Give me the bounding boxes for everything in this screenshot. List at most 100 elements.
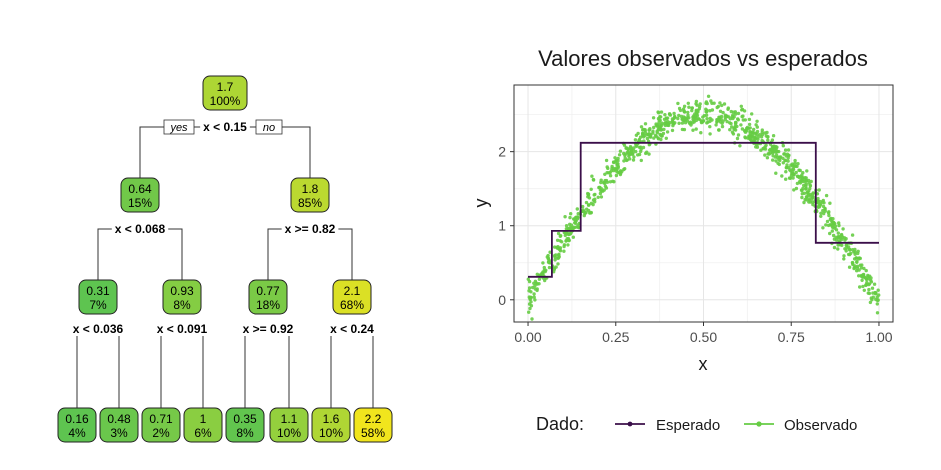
observed-point [855, 260, 859, 264]
observed-point [764, 143, 768, 147]
observed-point [672, 111, 676, 116]
observed-point [795, 181, 800, 186]
observed-point [838, 243, 842, 247]
tree-node-value: 1.7 [217, 80, 234, 94]
observed-point [712, 101, 716, 105]
observed-point [754, 145, 758, 149]
split-label-bg [200, 119, 250, 134]
observed-point [575, 217, 580, 221]
observed-point [587, 203, 591, 207]
observed-point [599, 195, 604, 199]
observed-point [740, 114, 744, 119]
observed-point [800, 173, 804, 177]
observed-point [581, 208, 585, 212]
observed-point [564, 239, 568, 243]
tree-node-n3: 1.885% [290, 177, 330, 213]
observed-point [748, 137, 752, 142]
observed-point [783, 148, 788, 152]
observed-point [614, 173, 619, 178]
split-label-n5: x < 0.091 [157, 322, 208, 336]
observed-point [581, 204, 585, 209]
tree-node-box [57, 407, 97, 443]
observed-point [870, 286, 875, 290]
observed-point [613, 156, 617, 160]
tree-node-pct: 7% [89, 298, 107, 312]
observed-point [655, 131, 659, 135]
observed-point [571, 235, 575, 239]
observed-point [563, 215, 567, 219]
observed-point [629, 147, 633, 151]
yes-text: yes [169, 122, 188, 134]
observed-point [731, 110, 736, 114]
observed-point [786, 154, 791, 158]
observed-point [698, 104, 702, 109]
observed-point [545, 255, 549, 259]
observed-point [600, 189, 604, 193]
tree-node-box [311, 407, 351, 443]
tree-node-value: 0.77 [256, 284, 280, 298]
legend-key-observado [744, 421, 774, 427]
observed-point [651, 116, 656, 120]
observed-point [660, 123, 664, 127]
observed-point [653, 133, 658, 138]
observed-point [701, 115, 705, 119]
observed-point [821, 204, 826, 209]
observed-point [666, 122, 670, 126]
observed-point [800, 195, 804, 200]
observed-point [677, 106, 682, 111]
observed-point [616, 170, 620, 175]
observed-point [575, 207, 579, 211]
observed-point [532, 295, 536, 299]
observed-point [752, 127, 756, 132]
observed-point [591, 177, 596, 182]
observed-point [616, 166, 620, 170]
observed-point [677, 113, 681, 118]
tree-node-pct: 8% [236, 426, 254, 440]
observed-point [616, 156, 620, 161]
observed-point [718, 101, 722, 105]
observed-point [676, 101, 680, 106]
tree-node-value: 0.48 [107, 412, 131, 426]
tree-node-value: 1.1 [281, 412, 298, 426]
yes-label: yes [163, 119, 195, 135]
tree-node-value: 1 [200, 412, 207, 426]
observed-point [861, 284, 865, 289]
observed-point [748, 134, 752, 138]
observed-point [624, 158, 629, 163]
decision-tree: x < 0.15 x < 0.068 x >= 0.82 x < 0.036 x < 0… [57, 75, 393, 443]
observed-point [853, 265, 857, 270]
observed-point [701, 120, 705, 124]
legend-key-esperado [615, 421, 645, 427]
observed-point [836, 231, 840, 235]
tree-node-value: 2.1 [344, 284, 361, 298]
observed-point [869, 280, 874, 284]
observed-point [542, 265, 546, 270]
observed-point [718, 109, 723, 114]
legend-title: Dado: [536, 414, 584, 434]
y-tick-label: 0 [498, 292, 506, 308]
observed-point [828, 223, 832, 227]
observed-point [698, 102, 702, 106]
observed-point [527, 310, 531, 314]
observed-point [725, 119, 729, 124]
tree-split-labels: x < 0.15 x < 0.068 x >= 0.82 x < 0.036 x < 0… [69, 119, 377, 336]
observed-point [875, 295, 879, 299]
observed-point [591, 198, 596, 202]
observed-point [864, 268, 868, 273]
observed-point [568, 232, 572, 236]
tree-edge-n7-l8 [352, 328, 374, 408]
observed-point [819, 211, 823, 215]
y-tick-label: 2 [498, 144, 506, 160]
observed-point [676, 116, 680, 121]
observed-point [795, 174, 800, 178]
observed-point [620, 169, 624, 174]
observed-point [632, 146, 636, 150]
tree-node-pct: 2% [152, 426, 170, 440]
observed-point [705, 101, 709, 106]
observed-point [793, 164, 798, 168]
observed-point [708, 109, 712, 113]
observed-point [870, 298, 874, 302]
observed-point [808, 198, 812, 202]
